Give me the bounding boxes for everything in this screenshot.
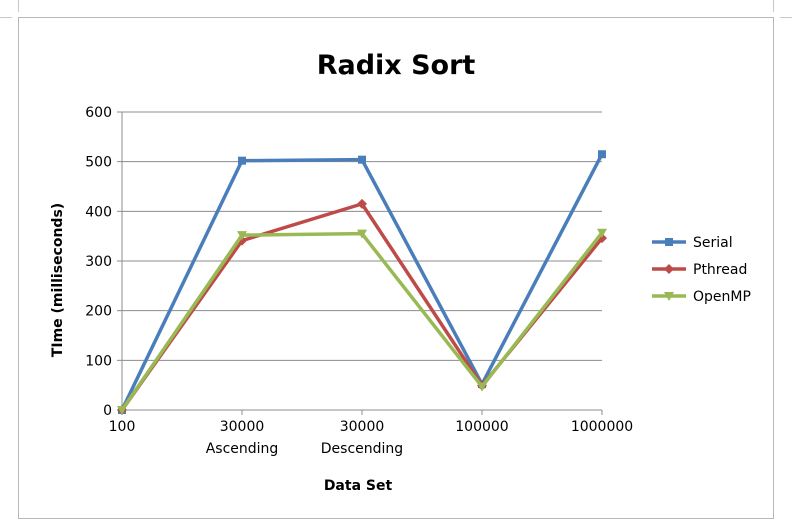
y-axis-label: TIme (milliseconds) (50, 203, 66, 357)
y-tick-label: 500 (85, 155, 112, 171)
x-tick-label: 100000 (455, 419, 508, 435)
series-openmp (117, 228, 607, 415)
legend-label: Pthread (693, 262, 747, 278)
data-point (597, 228, 607, 238)
legend-label: Serial (693, 235, 733, 251)
series-line (120, 153, 604, 411)
x-tick-label: Descending (321, 441, 403, 457)
data-point (358, 155, 366, 164)
data-point (665, 238, 673, 246)
y-tick-labels: 0 100 200 300 400 500 600 (85, 105, 112, 419)
crop-mark (18, 0, 19, 12)
x-tick-label: 100 (109, 419, 136, 435)
y-tick-label: 600 (85, 105, 112, 121)
data-point (357, 198, 367, 209)
data-point (117, 406, 127, 415)
legend-item-pthread: Pthread (652, 262, 747, 278)
legend-item-serial: Serial (652, 235, 733, 251)
series-group (117, 150, 607, 415)
crop-mark (0, 17, 12, 18)
legend-item-openmp: OpenMP (652, 289, 751, 305)
x-tick-label: 30000 (220, 419, 265, 435)
data-point (477, 382, 487, 392)
legend: Serial Pthread OpenMP (652, 235, 751, 305)
crop-mark (780, 17, 792, 18)
chart-frame (18, 17, 774, 519)
y-tick-label: 200 (85, 304, 112, 320)
data-point (357, 229, 367, 239)
data-point (598, 150, 606, 159)
x-tick-label: Ascending (206, 441, 279, 457)
data-point (237, 231, 247, 241)
data-point (664, 264, 674, 274)
y-tick-label: 400 (85, 204, 112, 220)
chart-title: Radix Sort (317, 50, 476, 81)
x-axis-label: Data Set (324, 478, 393, 494)
y-tick-label: 100 (85, 353, 112, 369)
data-point (664, 292, 674, 301)
data-point (238, 156, 246, 165)
axes (117, 111, 603, 415)
y-tick-label: 300 (85, 254, 112, 270)
x-tick-label: 1000000 (571, 419, 633, 435)
y-tick-label: 0 (103, 403, 112, 419)
x-tick-label: 30000 (340, 419, 385, 435)
x-tick-labels: 100 30000 Ascending 30000 Descending 100000 10… (109, 419, 634, 457)
series-serial (118, 150, 606, 414)
crop-mark (773, 0, 774, 12)
legend-label: OpenMP (693, 289, 751, 305)
